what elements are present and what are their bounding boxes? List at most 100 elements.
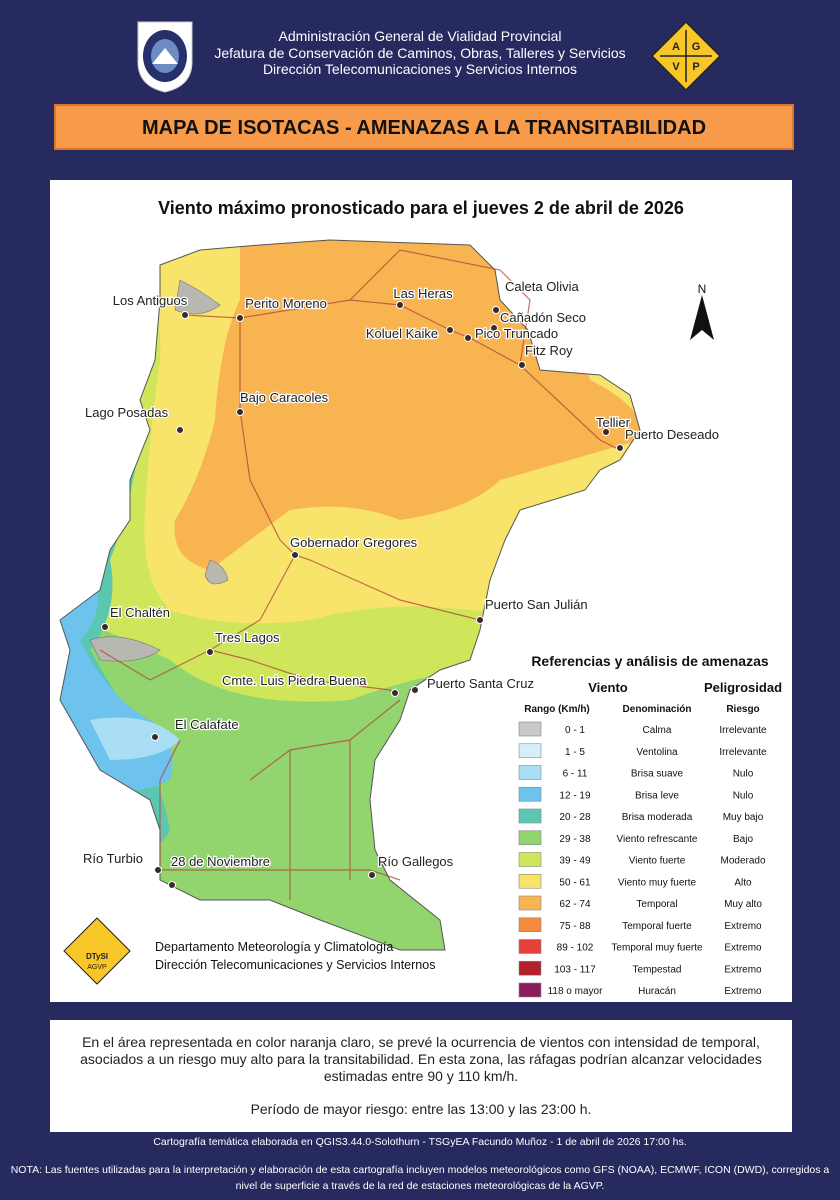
legend-column: Denominación (623, 704, 692, 715)
place-dot (101, 623, 109, 631)
map-panel: Viento máximo pronosticado para el jueve… (50, 180, 792, 1002)
legend-risk: Nulo (733, 769, 754, 780)
legend-name: Calma (643, 725, 672, 736)
legend-range: 20 - 28 (559, 812, 591, 823)
place-label: Cañadón Seco (500, 310, 586, 325)
right-logo: A G V P (650, 20, 722, 92)
place-dot (391, 689, 399, 697)
legend-range: 1 - 5 (565, 747, 585, 758)
credit-line: Dirección Telecomunicaciones y Servicios… (155, 958, 435, 972)
legend-risk: Bajo (733, 834, 753, 845)
place-label: Gobernador Gregores (290, 535, 418, 550)
legend-range: 62 - 74 (559, 899, 591, 910)
header-line: Dirección Telecomunicaciones y Servicios… (262, 61, 578, 77)
legend-name: Brisa leve (635, 790, 679, 801)
legend-name: Viento fuerte (629, 856, 686, 867)
legend-swatch (518, 808, 542, 824)
legend: Referencias y análisis de amenazas Vient… (518, 653, 782, 998)
header-line: Administración General de Vialidad Provi… (278, 28, 562, 44)
place-dot (602, 428, 610, 436)
place-label: Lago Posadas (85, 405, 169, 420)
place-dot (396, 301, 404, 309)
place-label: Tellier (596, 415, 631, 430)
place-label: El Calafate (175, 717, 239, 732)
place-dot (411, 686, 419, 694)
badge-text: DTySI (86, 952, 108, 961)
legend-name: Temporal muy fuerte (611, 943, 703, 954)
place-label: Los Antiguos (113, 293, 188, 308)
place-label: Pico Truncado (475, 326, 558, 341)
legend-swatch (518, 830, 542, 846)
place-label: Perito Moreno (245, 296, 327, 311)
legend-group: Peligrosidad (704, 680, 782, 695)
info-text: En el área representada en color naranja… (80, 1034, 762, 1084)
place-dot (518, 361, 526, 369)
legend-swatch (518, 917, 542, 933)
place-label: Cmte. Luis Piedra Buena (222, 673, 367, 688)
legend-swatch (518, 939, 542, 954)
legend-range: 12 - 19 (559, 790, 591, 801)
place-label: Tres Lagos (215, 630, 280, 645)
place-label: Puerto Santa Cruz (427, 676, 534, 691)
place-dot (291, 551, 299, 559)
legend-swatch (518, 786, 542, 802)
legend-swatch (518, 982, 542, 998)
place-dot (446, 326, 454, 334)
logo-letter: P (692, 61, 699, 73)
legend-range: 6 - 11 (563, 769, 588, 780)
legend-name: Viento refrescante (617, 834, 698, 845)
place-dot (176, 426, 184, 434)
badge-text: AGVP (87, 964, 107, 971)
credit-line: Departamento Meteorología y Climatología (155, 940, 393, 954)
place-label: Puerto San Julián (485, 597, 588, 612)
legend-name: Huracán (638, 986, 676, 997)
legend-column: Rango (Km/h) (524, 704, 590, 715)
banner: MAPA DE ISOTACAS - AMENAZAS A LA TRANSIT… (54, 104, 794, 150)
legend-swatch (518, 873, 542, 889)
legend-swatch (518, 960, 542, 976)
legend-range: 89 - 102 (557, 943, 594, 954)
map: Viento máximo pronosticado para el jueve… (59, 198, 782, 998)
place-dot (368, 871, 376, 879)
place-dot (168, 881, 176, 889)
place-label: 28 de Noviembre (171, 854, 270, 869)
credit-badge: DTySI AGVP (63, 917, 131, 985)
legend-name: Temporal (636, 899, 677, 910)
place-label: Río Turbio (83, 851, 143, 866)
legend-risk: Muy alto (724, 899, 762, 910)
map-title: Viento máximo pronosticado para el jueve… (158, 198, 684, 218)
place-label: Bajo Caracoles (240, 390, 329, 405)
place-label: Río Gallegos (378, 854, 454, 869)
legend-title: Referencias y análisis de amenazas (531, 653, 769, 669)
logo-letter: G (692, 41, 701, 53)
place-label: Koluel Kaike (366, 326, 438, 341)
legend-name: Tempestad (633, 964, 682, 975)
place-dot (616, 444, 624, 452)
place-dot (464, 334, 472, 342)
legend-risk: Extremo (724, 964, 762, 975)
legend-risk: Extremo (724, 943, 762, 954)
legend-range: 118 o mayor (548, 986, 604, 997)
legend-risk: Alto (734, 877, 752, 888)
place-dot (490, 324, 498, 332)
logo-letter: V (672, 61, 680, 73)
header: Administración General de Vialidad Provi… (200, 28, 640, 78)
info-box: En el área representada en color naranja… (50, 1020, 792, 1132)
legend-name: Temporal fuerte (622, 921, 692, 932)
place-dot (206, 648, 214, 656)
legend-swatch (518, 895, 542, 911)
place-dot (154, 866, 162, 874)
place-dot (151, 733, 159, 741)
legend-range: 103 - 117 (554, 964, 596, 975)
legend-column: Riesgo (726, 704, 759, 715)
legend-name: Ventolina (636, 747, 678, 758)
legend-risk: Nulo (733, 790, 754, 801)
place-label: El Chaltén (110, 605, 170, 620)
legend-risk: Moderado (720, 856, 765, 867)
legend-name: Brisa suave (631, 769, 684, 780)
legend-risk: Extremo (724, 921, 762, 932)
logo-letter: A (672, 41, 680, 53)
legend-range: 50 - 61 (559, 877, 591, 888)
legend-swatch (518, 721, 542, 737)
